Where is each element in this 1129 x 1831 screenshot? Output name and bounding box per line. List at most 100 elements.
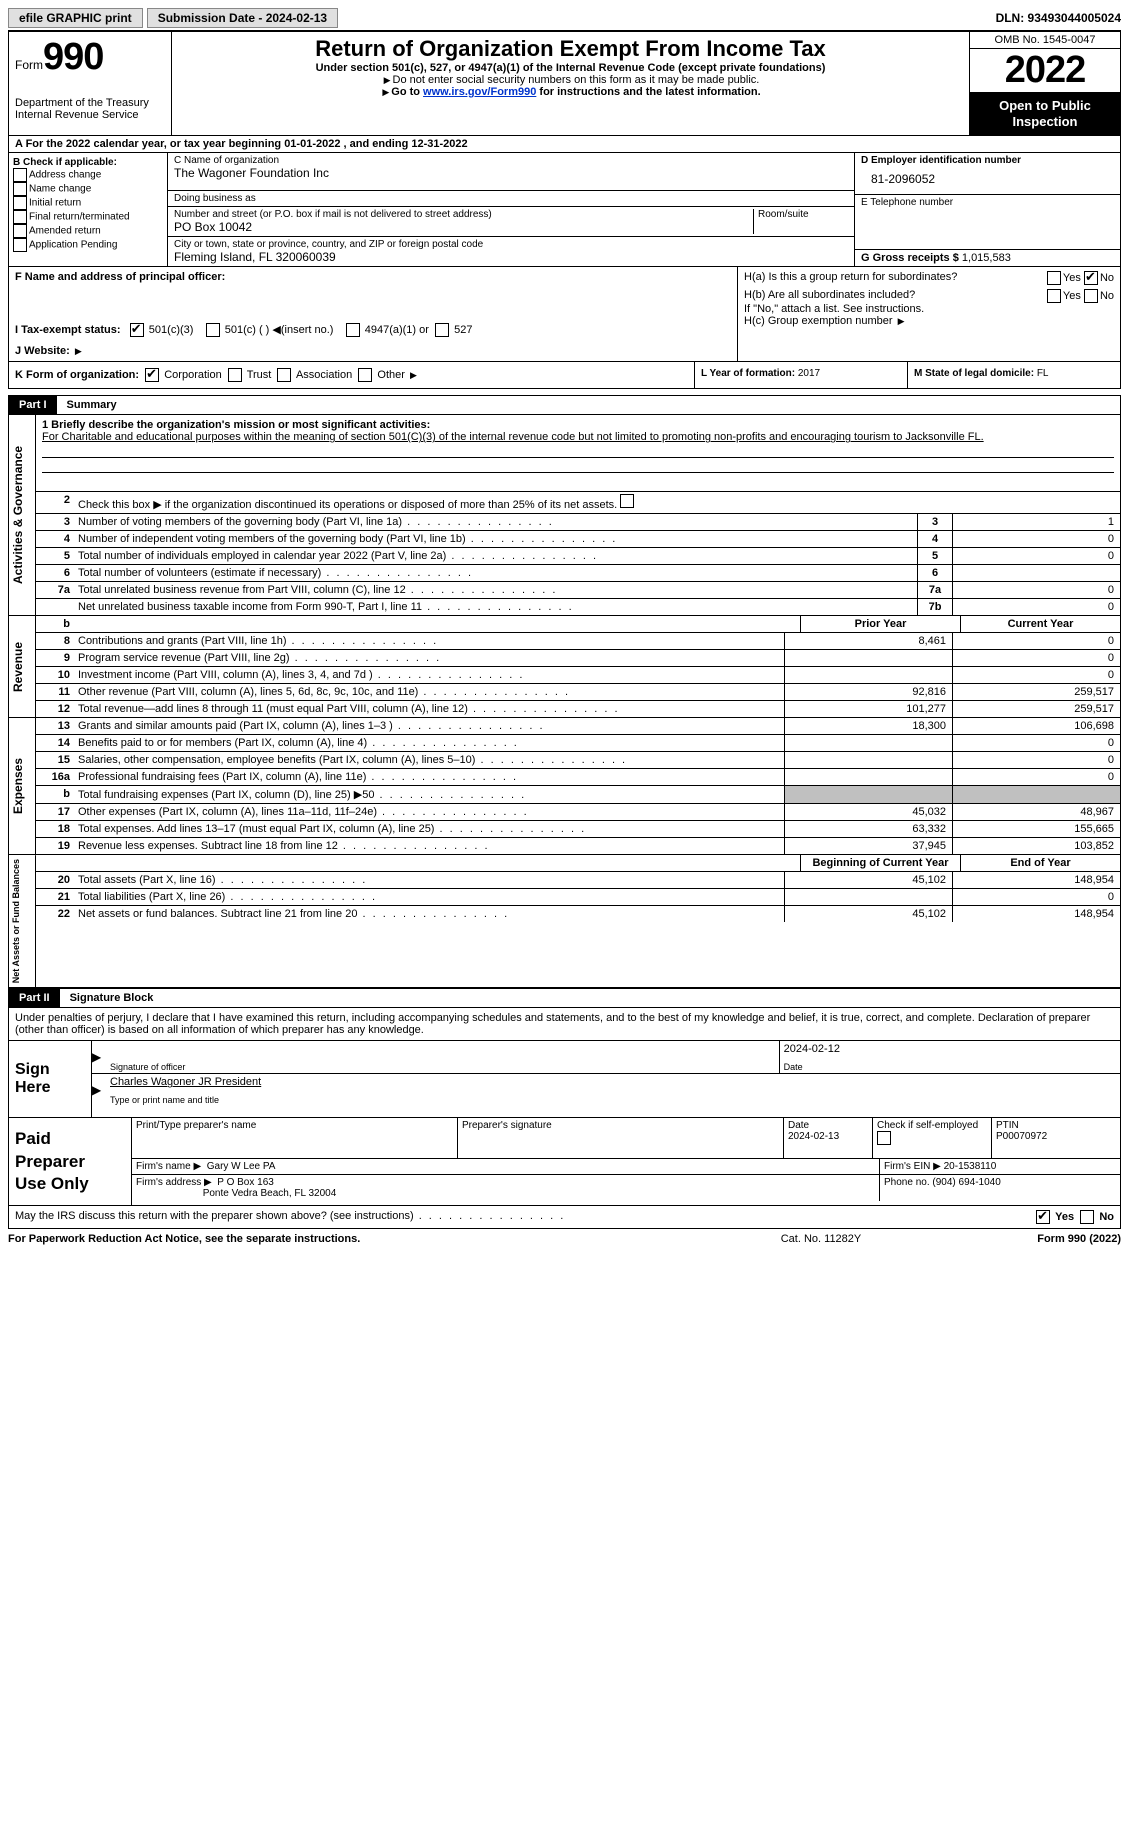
- line-desc: Total expenses. Add lines 13–17 (must eq…: [74, 821, 784, 837]
- summary-row: 20Total assets (Part X, line 16)45,10214…: [36, 872, 1120, 889]
- cb-assoc[interactable]: [277, 368, 291, 382]
- efile-button[interactable]: efile GRAPHIC print: [8, 8, 143, 28]
- paperwork-notice: For Paperwork Reduction Act Notice, see …: [8, 1233, 721, 1245]
- prep-date-value: 2024-02-13: [788, 1131, 839, 1142]
- paid-label1: Paid: [15, 1129, 51, 1148]
- sig-officer-label: Signature of officer: [110, 1062, 185, 1072]
- line-value: 0: [952, 582, 1120, 598]
- summary-row: 19Revenue less expenses. Subtract line 1…: [36, 838, 1120, 854]
- prior-value: [784, 650, 952, 666]
- j-label: J Website:: [15, 345, 70, 357]
- opt-app-pending: Application Pending: [29, 240, 117, 251]
- cb-trust[interactable]: [228, 368, 242, 382]
- current-value: 259,517: [952, 684, 1120, 700]
- line-desc: Number of independent voting members of …: [74, 531, 917, 547]
- sign-here-block: SignHere Signature of officer 2024-02-12…: [8, 1041, 1121, 1118]
- vlabel-netassets: Net Assets or Fund Balances: [9, 855, 36, 987]
- line-box: 7b: [917, 599, 952, 615]
- cb-ha-yes[interactable]: [1047, 271, 1061, 285]
- cb-self-employed[interactable]: [877, 1131, 891, 1145]
- prior-value: [784, 786, 952, 803]
- discuss-question: May the IRS discuss this return with the…: [15, 1210, 414, 1222]
- firm-addr-label: Firm's address ▶: [136, 1177, 212, 1188]
- prep-name-label: Print/Type preparer's name: [132, 1118, 458, 1158]
- irs-label: Internal Revenue Service: [15, 109, 165, 121]
- cb-hb-no[interactable]: [1084, 289, 1098, 303]
- officer-name: Charles Wagoner JR President: [110, 1076, 261, 1088]
- summary-row: 4Number of independent voting members of…: [36, 531, 1120, 548]
- line-desc: Other expenses (Part IX, column (A), lin…: [74, 804, 784, 820]
- paid-label3: Use Only: [15, 1174, 89, 1193]
- opt-4947: 4947(a)(1) or: [365, 324, 429, 336]
- cb-501c3[interactable]: [130, 323, 144, 337]
- cb-discuss-no[interactable]: [1080, 1210, 1094, 1224]
- line-num: 10: [36, 667, 74, 683]
- line-desc: Benefits paid to or for members (Part IX…: [74, 735, 784, 751]
- k-label: K Form of organization:: [15, 369, 139, 381]
- line-num: 20: [36, 872, 74, 888]
- opt-trust: Trust: [247, 369, 272, 381]
- opt-name-change: Name change: [29, 184, 91, 195]
- bottom-line: For Paperwork Reduction Act Notice, see …: [8, 1229, 1121, 1249]
- firm-ein-value: 20-1538110: [944, 1161, 997, 1172]
- cb-hb-yes[interactable]: [1047, 289, 1061, 303]
- gross-label: G Gross receipts $: [861, 252, 959, 264]
- prep-date-label: Date: [788, 1120, 809, 1131]
- vlabel-revenue: Revenue: [9, 616, 36, 717]
- block-b-label: B Check if applicable:: [13, 157, 117, 168]
- sign-label1: Sign: [15, 1061, 50, 1078]
- ha-label: H(a) Is this a group return for subordin…: [744, 271, 1047, 285]
- note-goto-pre: Go to: [391, 86, 423, 98]
- omb-number: OMB No. 1545-0047: [970, 32, 1120, 49]
- note-ssn: Do not enter social security numbers on …: [393, 74, 760, 86]
- type-name-label: Type or print name and title: [110, 1095, 219, 1105]
- line-value: 0: [952, 599, 1120, 615]
- cb-527[interactable]: [435, 323, 449, 337]
- cb-ha-no[interactable]: [1084, 271, 1098, 285]
- line-value: 0: [952, 531, 1120, 547]
- part1-title: Summary: [57, 396, 1120, 414]
- line-num: 16a: [36, 769, 74, 785]
- i-label: I Tax-exempt status:: [15, 324, 121, 336]
- part2-num: Part II: [9, 989, 60, 1007]
- cb-4947[interactable]: [346, 323, 360, 337]
- summary-row: 14Benefits paid to or for members (Part …: [36, 735, 1120, 752]
- summary-row: 3Number of voting members of the governi…: [36, 514, 1120, 531]
- ein-value: 81-2096052: [861, 166, 1114, 192]
- m-label: M State of legal domicile:: [914, 368, 1034, 379]
- line-num: 13: [36, 718, 74, 734]
- line-num: 5: [36, 548, 74, 564]
- irs-link[interactable]: www.irs.gov/Form990: [423, 86, 536, 98]
- mission-label: 1 Briefly describe the organization's mi…: [42, 419, 430, 431]
- summary-row: 12Total revenue—add lines 8 through 11 (…: [36, 701, 1120, 717]
- prior-value: [784, 769, 952, 785]
- summary-row: 18Total expenses. Add lines 13–17 (must …: [36, 821, 1120, 838]
- cb-other[interactable]: [358, 368, 372, 382]
- triangle-icon: [92, 1050, 106, 1064]
- dept-label: Department of the Treasury: [15, 97, 165, 109]
- cb-discuss-yes[interactable]: [1036, 1210, 1050, 1224]
- vlabel-expenses: Expenses: [9, 718, 36, 854]
- part2-header: Part II Signature Block: [8, 988, 1121, 1008]
- line-desc: Net unrelated business taxable income fr…: [74, 599, 917, 615]
- discuss-yes: Yes: [1055, 1211, 1074, 1223]
- line-num: 17: [36, 804, 74, 820]
- vlabel-governance: Activities & Governance: [9, 415, 36, 615]
- row-klm: K Form of organization: Corporation Trus…: [8, 362, 1121, 389]
- hb-label: H(b) Are all subordinates included?: [744, 289, 1047, 303]
- line-num: 14: [36, 735, 74, 751]
- cb-501c[interactable]: [206, 323, 220, 337]
- beg-year-header: Beginning of Current Year: [800, 855, 960, 871]
- submission-date-button[interactable]: Submission Date - 2024-02-13: [147, 8, 338, 28]
- summary-row: 8Contributions and grants (Part VIII, li…: [36, 633, 1120, 650]
- line-desc: Professional fundraising fees (Part IX, …: [74, 769, 784, 785]
- line-desc: Total unrelated business revenue from Pa…: [74, 582, 917, 598]
- city-value: Fleming Island, FL 320060039: [174, 250, 848, 264]
- cb-line2[interactable]: [620, 494, 634, 508]
- cb-corp[interactable]: [145, 368, 159, 382]
- firm-name-label: Firm's name ▶: [136, 1161, 201, 1172]
- current-value: 148,954: [952, 906, 1120, 922]
- l-value: 2017: [798, 368, 820, 379]
- row-f-h: F Name and address of principal officer:…: [8, 267, 1121, 362]
- prior-value: 18,300: [784, 718, 952, 734]
